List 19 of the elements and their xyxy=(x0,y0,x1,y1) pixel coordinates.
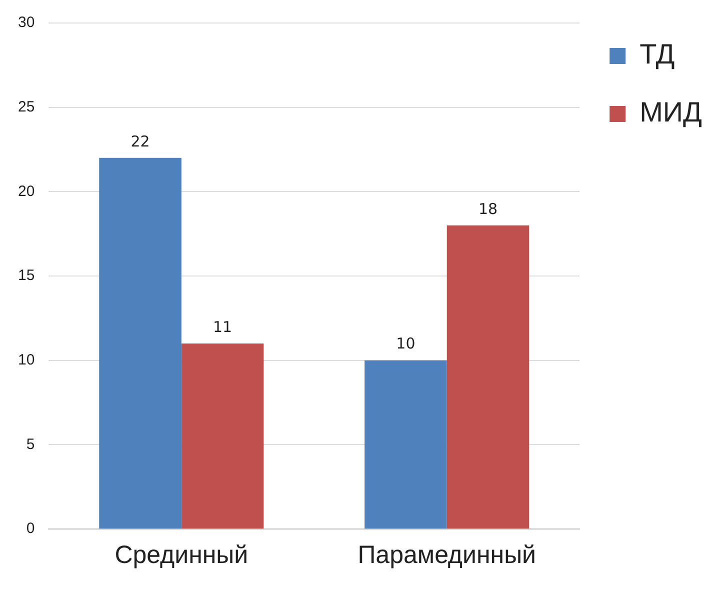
y-tick-label: 5 xyxy=(26,436,35,453)
y-tick-label: 25 xyxy=(18,98,35,116)
data-label: 11 xyxy=(213,318,232,336)
bar xyxy=(99,158,182,528)
x-tick-label: Парамединный xyxy=(358,540,536,569)
data-label: 18 xyxy=(478,200,498,218)
y-tick-label: 30 xyxy=(18,14,35,32)
y-tick-label: 10 xyxy=(18,351,35,368)
y-tick-label: 15 xyxy=(18,267,35,284)
y-tick-label: 20 xyxy=(18,182,35,200)
legend-label: ТД xyxy=(640,38,675,70)
data-label: 10 xyxy=(396,334,416,353)
y-tick-label: 0 xyxy=(26,520,35,538)
bar xyxy=(446,225,530,528)
x-tick-label: Срединный xyxy=(114,540,248,569)
bar xyxy=(181,343,264,528)
legend-label: МИД xyxy=(640,96,702,128)
bar xyxy=(364,360,447,528)
data-label: 22 xyxy=(130,132,150,150)
